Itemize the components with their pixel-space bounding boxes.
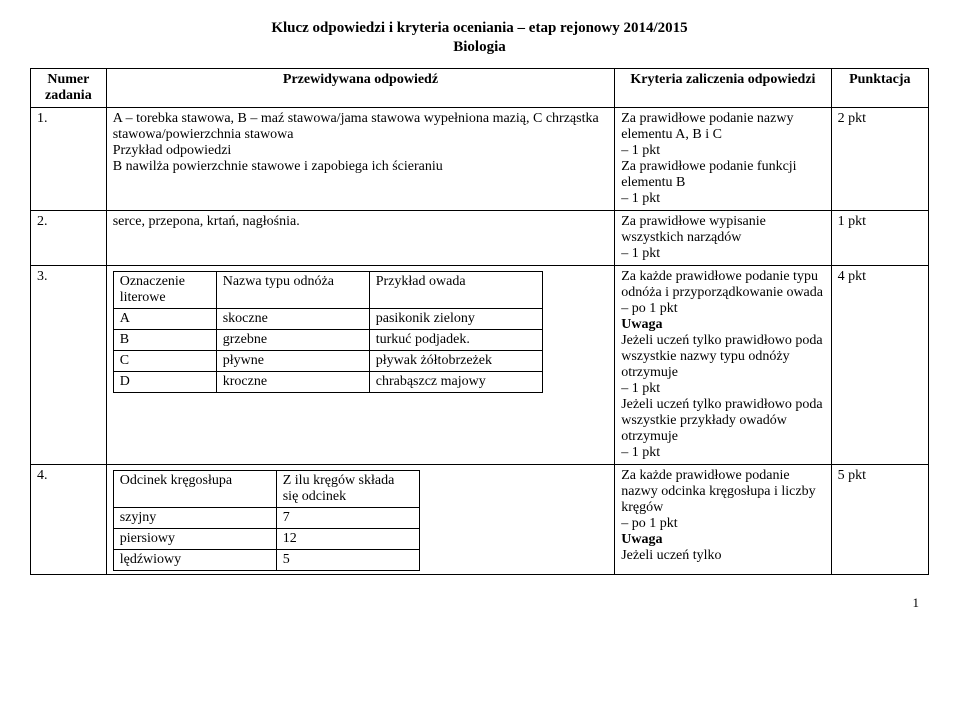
inner-table: Odcinek kręgosłupaZ ilu kręgów składa si… (113, 470, 420, 571)
task-number: 4. (31, 465, 107, 575)
task-number: 3. (31, 266, 107, 465)
doc-title: Klucz odpowiedzi i kryteria oceniania – … (30, 20, 929, 37)
task-number: 1. (31, 108, 107, 211)
criteria-cell: Za każde prawidłowe podanie nazwy odcink… (615, 465, 831, 575)
main-table: Numer zadania Przewidywana odpowiedź Kry… (30, 68, 929, 575)
table-row: 1.A – torebka stawowa, B – maź stawowa/j… (31, 108, 929, 211)
inner-cell: 5 (276, 550, 419, 571)
expected-answer: A – torebka stawowa, B – maź stawowa/jam… (106, 108, 615, 211)
inner-cell: B (113, 330, 216, 351)
inner-cell: kroczne (216, 372, 369, 393)
points-cell: 4 pkt (831, 266, 928, 465)
inner-cell: skoczne (216, 309, 369, 330)
inner-cell: pływak żółtobrzeżek (369, 351, 542, 372)
inner-cell: D (113, 372, 216, 393)
table-row: 2.serce, przepona, krtań, nagłośnia.Za p… (31, 211, 929, 266)
points-cell: 5 pkt (831, 465, 928, 575)
criteria-cell: Za prawidłowe wypisanie wszystkich narzą… (615, 211, 831, 266)
inner-cell: grzebne (216, 330, 369, 351)
inner-cell: piersiowy (113, 529, 276, 550)
col-header-crit: Kryteria zaliczenia odpowiedzi (615, 69, 831, 108)
page-number: 1 (30, 595, 929, 611)
table-row: 3.Oznaczenie literoweNazwa typu odnóżaPr… (31, 266, 929, 465)
expected-answer: Oznaczenie literoweNazwa typu odnóżaPrzy… (106, 266, 615, 465)
inner-cell: 12 (276, 529, 419, 550)
inner-cell: szyjny (113, 508, 276, 529)
inner-table: Oznaczenie literoweNazwa typu odnóżaPrzy… (113, 271, 543, 393)
table-header-row: Numer zadania Przewidywana odpowiedź Kry… (31, 69, 929, 108)
inner-header-cell: Odcinek kręgosłupa (113, 471, 276, 508)
inner-header-cell: Nazwa typu odnóża (216, 272, 369, 309)
inner-cell: 7 (276, 508, 419, 529)
inner-header-cell: Z ilu kręgów składa się odcinek (276, 471, 419, 508)
task-number: 2. (31, 211, 107, 266)
expected-answer: serce, przepona, krtań, nagłośnia. (106, 211, 615, 266)
expected-answer: Odcinek kręgosłupaZ ilu kręgów składa si… (106, 465, 615, 575)
doc-subtitle: Biologia (30, 39, 929, 56)
inner-cell: pływne (216, 351, 369, 372)
points-cell: 1 pkt (831, 211, 928, 266)
inner-cell: turkuć podjadek. (369, 330, 542, 351)
inner-header-cell: Oznaczenie literowe (113, 272, 216, 309)
inner-cell: A (113, 309, 216, 330)
inner-cell: chrabąszcz majowy (369, 372, 542, 393)
col-header-ans: Przewidywana odpowiedź (106, 69, 615, 108)
inner-cell: lędźwiowy (113, 550, 276, 571)
inner-cell: pasikonik zielony (369, 309, 542, 330)
col-header-num: Numer zadania (31, 69, 107, 108)
inner-cell: C (113, 351, 216, 372)
table-row: 4.Odcinek kręgosłupaZ ilu kręgów składa … (31, 465, 929, 575)
criteria-cell: Za każde prawidłowe podanie typu odnóża … (615, 266, 831, 465)
inner-header-cell: Przykład owada (369, 272, 542, 309)
criteria-cell: Za prawidłowe podanie nazwy elementu A, … (615, 108, 831, 211)
points-cell: 2 pkt (831, 108, 928, 211)
col-header-pts: Punktacja (831, 69, 928, 108)
